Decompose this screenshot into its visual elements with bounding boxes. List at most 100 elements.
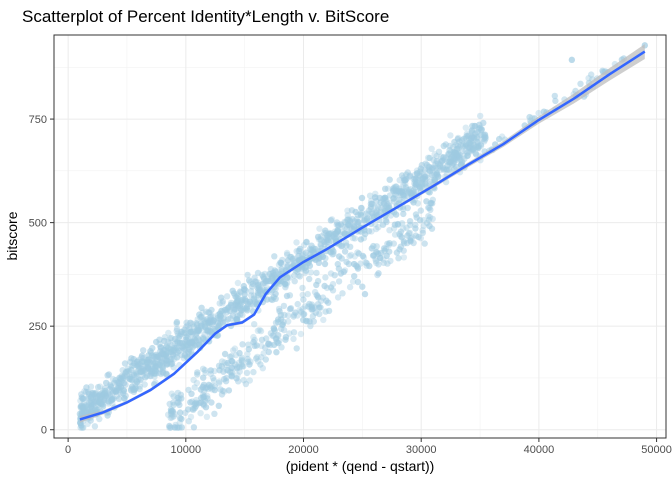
scatter-point — [433, 157, 440, 165]
scatter-point — [234, 279, 242, 287]
scatter-point — [93, 394, 100, 401]
scatter-point — [217, 386, 224, 393]
scatter-point — [463, 133, 470, 140]
scatter-point — [187, 399, 194, 406]
scatter-point — [454, 143, 461, 150]
scatter-point — [440, 154, 447, 161]
scatter-point — [260, 273, 267, 280]
scatter-point — [286, 274, 293, 281]
scatter-point — [203, 316, 210, 323]
scatter-point — [399, 225, 407, 232]
scatter-point — [177, 391, 185, 398]
scatter-point — [242, 380, 250, 388]
scatter-point — [175, 344, 182, 352]
scatter-point — [446, 158, 454, 165]
scatter-point — [157, 370, 165, 378]
scatter-point — [168, 414, 176, 421]
scatter-point — [308, 301, 316, 308]
scatter-point — [175, 335, 182, 342]
scatter-point — [246, 377, 253, 384]
scatter-point — [427, 200, 434, 207]
scatter-point — [284, 274, 291, 281]
scatter-point — [354, 278, 362, 286]
scatter-point — [199, 309, 206, 316]
scatter-point — [107, 397, 115, 404]
scatter-point — [451, 150, 459, 157]
scatter-point — [437, 153, 445, 160]
scatter-point — [526, 113, 533, 121]
scatter-point — [417, 207, 424, 214]
scatter-point — [375, 261, 382, 268]
scatter-point — [405, 188, 412, 196]
scatter-point — [426, 154, 433, 162]
scatter-point — [90, 390, 98, 398]
scatter-point — [196, 311, 203, 318]
scatter-point — [181, 342, 188, 350]
scatter-point — [413, 167, 421, 174]
scatter-point — [403, 224, 410, 231]
scatter-point — [460, 141, 467, 149]
scatter-point — [245, 346, 252, 353]
scatter-point — [168, 390, 175, 397]
scatter-point — [307, 322, 314, 330]
scatter-point — [331, 272, 338, 279]
scatter-point — [182, 409, 189, 416]
scatter-point — [171, 411, 179, 418]
scatter-point — [167, 361, 174, 368]
scatter-point — [347, 243, 354, 250]
scatter-point — [420, 216, 427, 224]
scatter-point — [266, 270, 273, 278]
scatter-point — [223, 366, 230, 374]
scatter-point — [121, 360, 129, 367]
scatter-point — [178, 415, 185, 423]
scatter-point — [188, 390, 195, 397]
scatter-point — [397, 228, 405, 235]
scatter-point — [439, 158, 446, 165]
scatter-point — [123, 371, 131, 378]
scatter-point — [472, 150, 479, 157]
scatter-point — [173, 325, 181, 333]
scatter-point — [250, 295, 258, 302]
scatter-point — [244, 355, 251, 363]
scatter-point — [260, 350, 267, 357]
scatter-point — [211, 410, 218, 417]
scatter-point — [296, 307, 303, 314]
scatter-point — [262, 344, 269, 351]
scatter-point — [456, 138, 463, 145]
scatter-point — [316, 225, 323, 232]
scatter-point — [152, 359, 159, 367]
scatter-point — [145, 352, 152, 359]
scatter-point — [339, 223, 346, 230]
scatter-point — [363, 260, 371, 267]
scatter-point — [429, 215, 436, 223]
scatter-point — [275, 305, 283, 313]
scatter-point — [320, 316, 327, 324]
scatter-point — [299, 305, 306, 312]
scatter-point — [92, 406, 100, 414]
scatter-point — [446, 147, 453, 154]
scatter-point — [272, 290, 279, 297]
scatter-point — [296, 247, 303, 254]
scatter-point — [577, 80, 584, 88]
scatter-point — [286, 292, 294, 299]
scatter-point — [244, 350, 251, 358]
scatter-point — [206, 309, 213, 316]
scatter-point — [377, 204, 384, 211]
scatter-point — [358, 194, 366, 202]
scatter-point — [271, 253, 278, 260]
scatter-point — [199, 365, 207, 372]
scatter-point — [245, 277, 253, 284]
scatter-point — [341, 248, 349, 255]
scatter-point — [122, 381, 129, 388]
scatter-point — [303, 318, 311, 325]
scatter-point — [301, 303, 309, 310]
scatter-point — [208, 306, 215, 314]
scatter-point — [237, 310, 244, 318]
scatter-point — [161, 337, 168, 345]
scatter-point — [246, 361, 253, 368]
scatter-point — [338, 243, 345, 250]
scatter-point — [173, 354, 181, 361]
scatter-point — [166, 335, 174, 342]
scatter-point — [255, 287, 262, 294]
scatter-point — [141, 381, 148, 388]
